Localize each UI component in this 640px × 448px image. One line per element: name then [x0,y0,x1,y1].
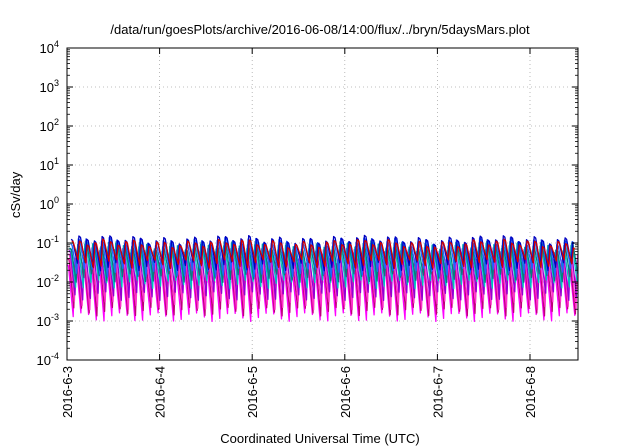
x-tick-label: 2016-6-3 [60,366,75,418]
plot-border [66,47,579,361]
y-tick-label: 10-4 [37,351,59,368]
y-tick-label: 102 [40,117,59,134]
plot-frame [66,47,579,361]
y-tick-label: 10-3 [37,312,59,329]
y-tick-label: 104 [40,39,59,56]
y-tick-label: 101 [40,156,59,173]
y-axis-title: cSv/day [8,171,23,218]
x-tick-label: 2016-6-4 [153,366,168,418]
x-tick-labels: 2016-6-3 2016-6-4 2016-6-5 2016-6-6 2016-6-7… [60,366,538,418]
data-series-group [66,234,579,323]
x-tick-label: 2016-6-8 [523,366,538,418]
grid-lines [67,48,578,360]
y-tick-label: 100 [40,195,59,212]
x-tick-label: 2016-6-5 [245,366,260,418]
x-tick-label: 2016-6-7 [430,366,445,418]
x-tick-label: 2016-6-6 [338,366,353,418]
x-axis-title: Coordinated Universal Time (UTC) [220,431,420,446]
data-series-line [71,238,576,269]
chart-title: /data/run/goesPlots/archive/2016-06-08/1… [110,22,530,37]
y-tick-label: 10-1 [37,234,59,251]
y-tick-label: 103 [40,78,59,95]
y-tick-labels: 10-4 10-3 10-2 10-1 100 101 102 103 104 [37,39,59,368]
y-tick-label: 10-2 [37,273,59,290]
